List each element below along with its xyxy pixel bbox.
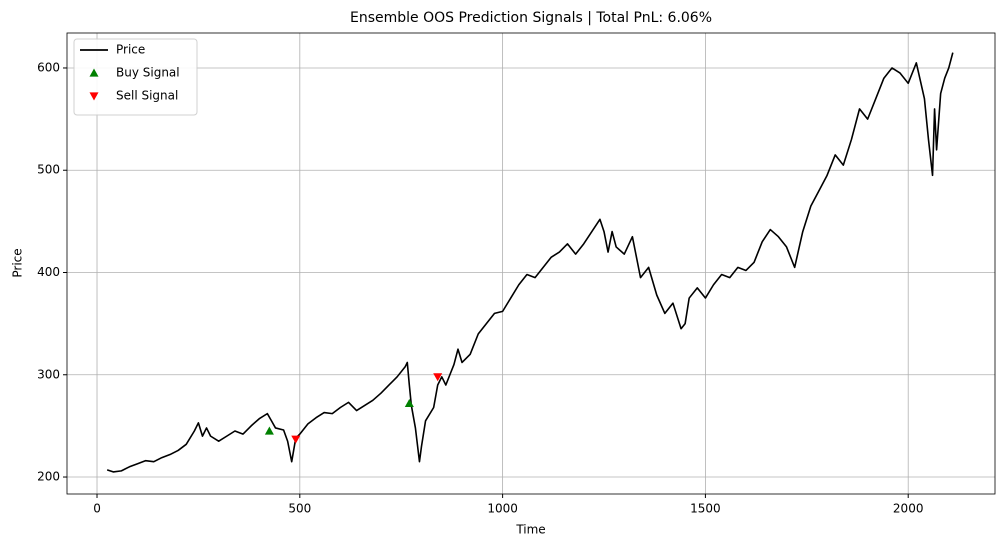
y-tick-label: 400 — [37, 265, 60, 279]
legend-label: Buy Signal — [116, 66, 180, 80]
y-axis-label: Price — [11, 248, 25, 277]
signal-marker — [264, 426, 274, 435]
x-axis-label: Time — [515, 523, 545, 537]
legend-swatch — [89, 68, 99, 77]
legend-box — [73, 38, 198, 116]
y-tick-label: 300 — [37, 367, 60, 381]
x-tick-label: 500 — [288, 502, 311, 516]
legend-label: Price — [116, 43, 145, 57]
legend-swatch — [89, 92, 99, 101]
legend-label: Sell Signal — [116, 89, 178, 103]
y-tick-label: 500 — [37, 163, 60, 177]
signal-marker — [404, 398, 414, 407]
signal-marker — [433, 373, 443, 382]
x-tick-label: 0 — [93, 502, 101, 516]
signal-marker — [291, 435, 301, 444]
y-tick-label: 600 — [37, 60, 60, 74]
x-tick-label: 1500 — [690, 502, 721, 516]
x-tick-label: 2000 — [893, 502, 924, 516]
y-tick-label: 200 — [37, 470, 60, 484]
chart-title: Ensemble OOS Prediction Signals | Total … — [350, 10, 712, 26]
plot-frame — [66, 32, 996, 495]
x-tick-label: 1000 — [487, 502, 518, 516]
price-line — [106, 52, 954, 473]
